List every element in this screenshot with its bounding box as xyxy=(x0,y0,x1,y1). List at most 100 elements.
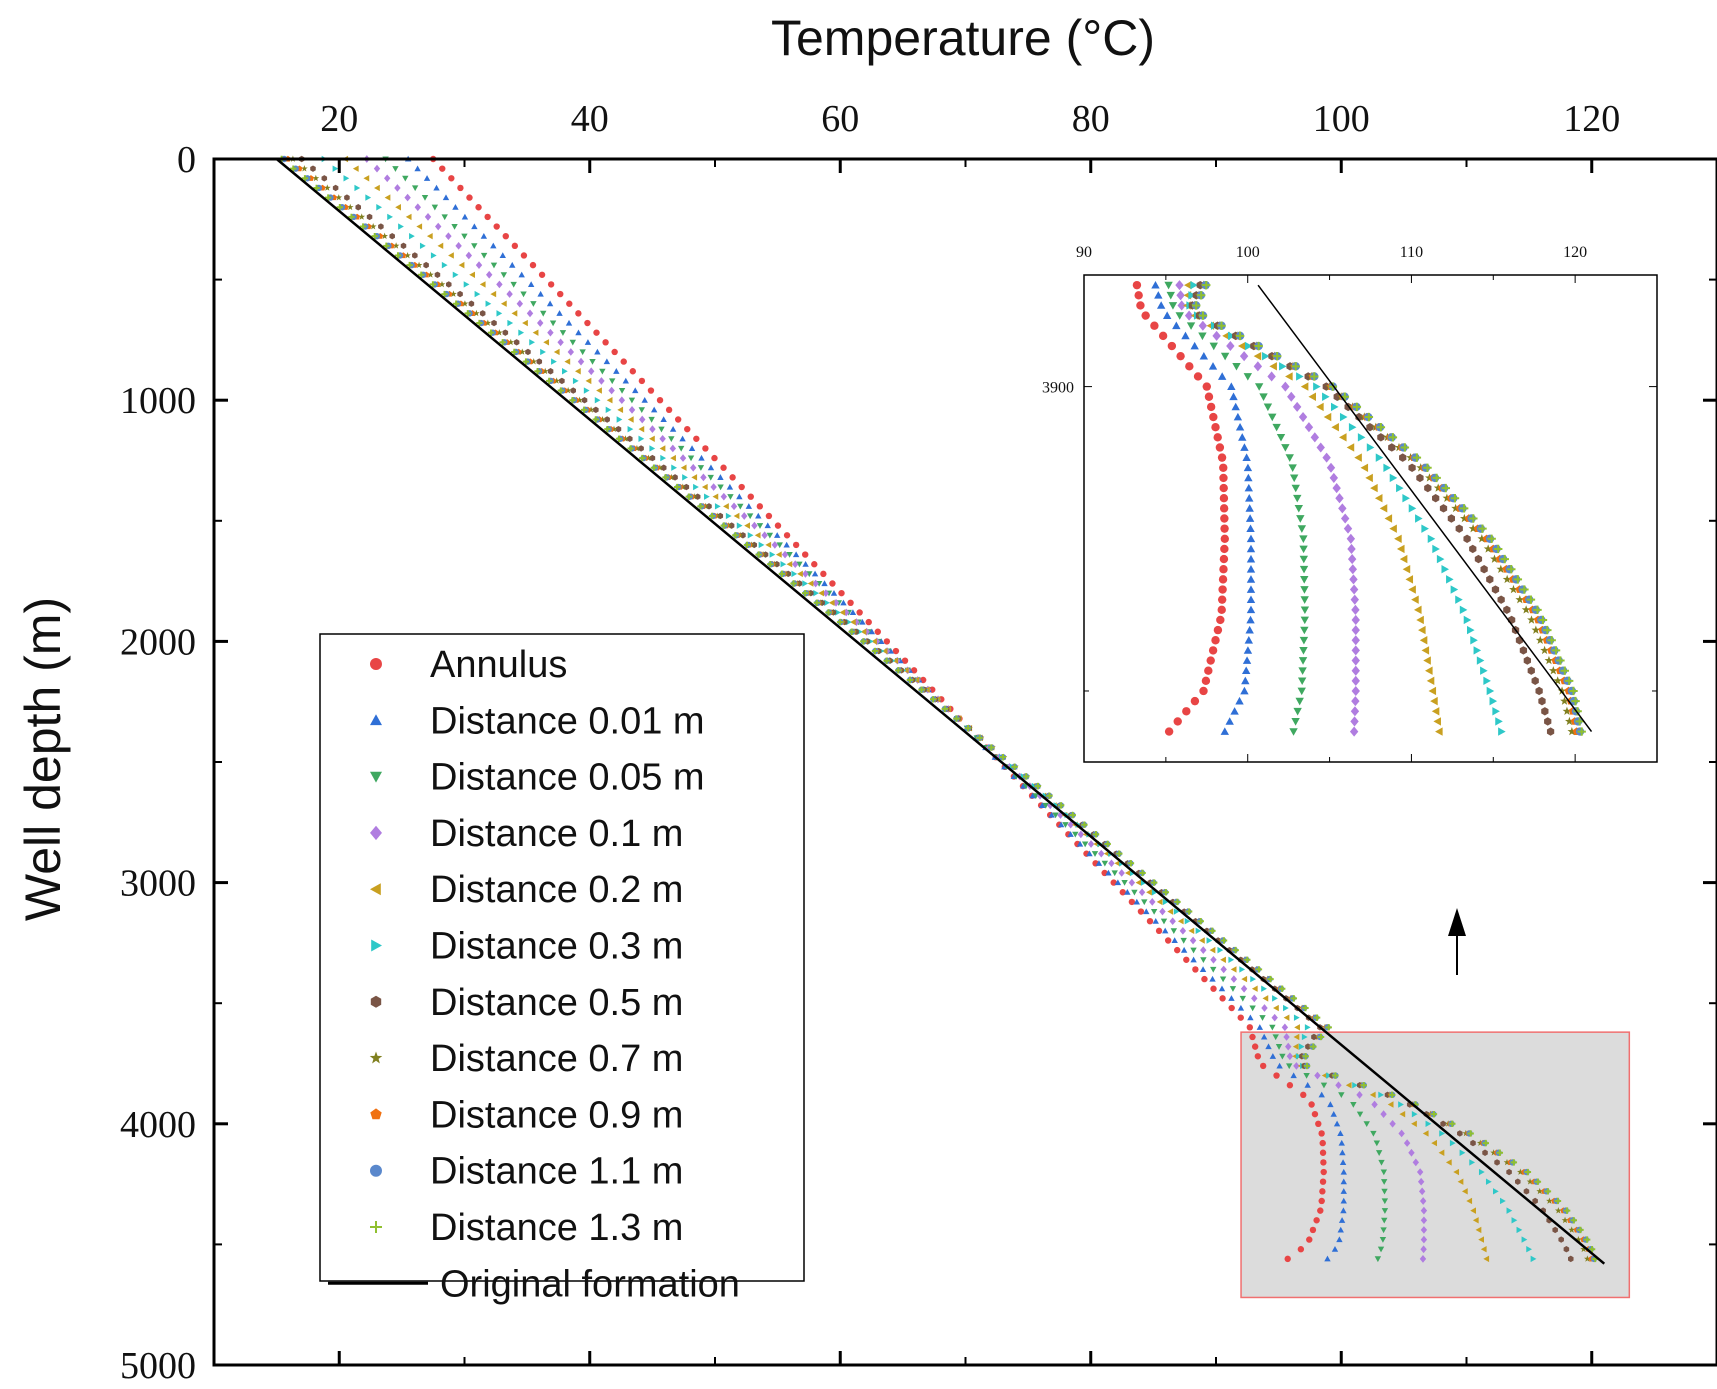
x-tick-label: 80 xyxy=(1072,98,1110,140)
data-point xyxy=(1220,956,1226,963)
data-point xyxy=(1192,966,1199,973)
inset-data-point xyxy=(1167,341,1177,351)
data-point xyxy=(389,232,395,240)
data-point xyxy=(1530,1255,1537,1263)
data-point xyxy=(859,618,866,625)
data-point xyxy=(617,406,624,414)
inset-data-point xyxy=(1544,717,1552,726)
data-point xyxy=(450,290,457,297)
data-point xyxy=(1184,917,1191,925)
data-point xyxy=(669,425,677,432)
data-point xyxy=(1293,1033,1300,1041)
data-point xyxy=(712,493,719,500)
data-point xyxy=(431,204,439,211)
inset-data-point xyxy=(1219,494,1229,503)
inset-data-point xyxy=(1496,564,1506,573)
data-point xyxy=(376,204,383,211)
legend-box xyxy=(319,633,805,1282)
data-point xyxy=(711,454,718,462)
data-point xyxy=(423,261,429,269)
inset-data-point xyxy=(1230,707,1239,715)
data-point xyxy=(608,386,615,395)
data-point xyxy=(1269,1053,1277,1059)
inset-data-point xyxy=(1322,392,1330,401)
inset-data-point xyxy=(1134,291,1143,300)
data-point xyxy=(426,232,433,240)
data-point xyxy=(461,300,469,307)
data-point xyxy=(358,213,366,220)
data-point xyxy=(701,483,708,491)
inset-data-point xyxy=(1500,554,1509,564)
legend-label: Annulus xyxy=(430,644,567,686)
data-point xyxy=(1141,899,1148,906)
inset-data-point xyxy=(1158,331,1168,341)
data-point xyxy=(647,387,655,394)
inset-data-point xyxy=(1339,433,1347,442)
inset-data-point xyxy=(1527,615,1536,624)
data-point xyxy=(1337,1130,1344,1137)
data-point xyxy=(1124,889,1131,895)
data-point xyxy=(473,309,480,317)
inset-data-point xyxy=(1293,707,1302,716)
data-point xyxy=(1206,937,1213,944)
data-point xyxy=(1029,792,1036,799)
data-point xyxy=(419,242,426,250)
data-point xyxy=(1271,1013,1278,1022)
inset-data-point xyxy=(1141,311,1150,320)
inset-data-point xyxy=(1423,463,1432,472)
inset-data-point xyxy=(1360,463,1369,472)
data-point xyxy=(1032,793,1040,799)
data-point xyxy=(1340,1168,1347,1175)
data-point xyxy=(1526,1246,1533,1253)
inset-data-point xyxy=(1396,483,1404,493)
inset-data-point xyxy=(1523,656,1531,665)
inset-data-point xyxy=(1219,554,1229,564)
data-point xyxy=(645,454,652,461)
data-point xyxy=(1023,773,1030,780)
data-point xyxy=(569,397,576,404)
inset-data-point xyxy=(1262,351,1270,361)
data-point xyxy=(384,194,391,201)
inset-data-point xyxy=(1217,595,1227,604)
data-point xyxy=(593,406,599,414)
data-point xyxy=(649,435,655,442)
inset-data-point xyxy=(1351,685,1360,697)
inset-data-point xyxy=(1246,565,1256,573)
data-point xyxy=(764,522,771,529)
data-point xyxy=(638,425,645,433)
inset-data-point xyxy=(1388,433,1398,442)
legend-label: Distance 0.9 m xyxy=(430,1094,683,1136)
data-point xyxy=(615,435,623,442)
data-point xyxy=(1324,1255,1331,1262)
data-point xyxy=(892,647,900,655)
inset-data-point xyxy=(1292,401,1302,412)
inset-data-point xyxy=(1483,676,1491,686)
data-point xyxy=(1552,1226,1558,1234)
data-point xyxy=(758,541,765,549)
data-point xyxy=(755,512,762,519)
x-axis-title: Temperature (°C) xyxy=(771,10,1155,66)
data-point xyxy=(513,339,520,346)
data-point xyxy=(1048,811,1055,818)
inset-data-point xyxy=(1290,474,1299,483)
data-point xyxy=(1228,1004,1235,1012)
inset-data-point xyxy=(1424,483,1432,493)
inset-data-point xyxy=(1521,605,1531,614)
inset-data-point xyxy=(1418,625,1426,635)
data-point xyxy=(520,252,528,259)
data-point xyxy=(622,435,629,442)
data-point xyxy=(786,552,793,558)
inset-data-point xyxy=(1235,422,1245,431)
data-point xyxy=(1284,1255,1291,1263)
inset-data-point xyxy=(1288,464,1297,472)
data-point xyxy=(1453,1168,1460,1176)
data-point xyxy=(836,618,844,626)
inset-data-point xyxy=(1281,444,1290,452)
inset-data-point xyxy=(1541,707,1549,716)
data-point xyxy=(1217,946,1224,954)
inset-data-point xyxy=(1235,696,1244,705)
inset-data-point xyxy=(1535,686,1543,696)
inset-data-point xyxy=(1246,524,1255,533)
data-point xyxy=(1472,1217,1479,1224)
data-point xyxy=(1568,1226,1576,1233)
